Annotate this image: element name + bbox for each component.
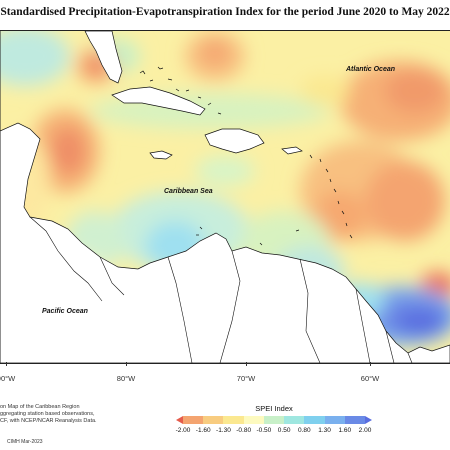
spei-legend: SPEI Index -2.00 -1.60 -1.30 -0.80 -0.50 0.50… (176, 404, 372, 437)
longitude-tick-90w: 90°W (0, 374, 16, 383)
legend-value-label: 0.50 (277, 427, 291, 434)
legend-value-label: 2.00 (358, 427, 372, 434)
legend-value-label: -1.60 (195, 427, 211, 434)
legend-swatch (243, 416, 264, 424)
tick-mark-2 (126, 362, 127, 366)
legend-swatch (263, 416, 285, 424)
legend-color-bar (176, 415, 372, 425)
puerto-rico-landmass (281, 146, 303, 155)
tick-mark-1 (6, 362, 7, 366)
longitude-tick-60w: 60°W (360, 374, 380, 383)
legend-value-label: -0.80 (236, 427, 252, 434)
country-borders (29, 216, 413, 363)
legend-value-label: -1.30 (216, 427, 231, 434)
credit-line-3: CF, with NCEP/NCAR Reanalysis Data. (0, 418, 97, 424)
longitude-tick-80w: 80°W (116, 374, 136, 383)
legend-swatch (183, 416, 204, 424)
legend-arrow-left (176, 416, 183, 424)
atlantic-ocean-label: Atlantic Ocean (346, 66, 396, 73)
caribbean-sea-label: Caribbean Sea (164, 188, 213, 195)
legend-value-label: -2.00 (175, 427, 191, 434)
land-masses (0, 31, 450, 363)
tick-mark-4 (370, 362, 371, 366)
mainland-landmass (0, 122, 450, 363)
spei-map-canvas (0, 31, 450, 363)
legend-title: SPEI Index (255, 404, 293, 413)
small-islands (139, 66, 353, 246)
florida-landmass (84, 31, 123, 84)
legend-swatch (344, 416, 365, 424)
pacific-ocean-label: Pacific Ocean (42, 308, 88, 315)
credit-line-2: ggregating station based observations, (0, 411, 95, 417)
hispaniola-landmass (204, 128, 265, 154)
legend-arrow-right (365, 416, 372, 424)
legend-swatch (284, 416, 305, 424)
legend-swatch (304, 416, 325, 424)
tick-mark-3 (246, 362, 247, 366)
legend-swatch (223, 416, 244, 424)
legend-value-label: 0.80 (298, 427, 311, 434)
cuba-landmass (111, 86, 206, 116)
legend-value-label: 1.30 (318, 427, 331, 434)
footer-date: CIMH Mar-2023 (7, 439, 43, 445)
jamaica-landmass (149, 150, 173, 160)
legend-swatch (324, 416, 345, 424)
legend-value-label: -0.50 (256, 427, 272, 434)
legend-swatch (203, 416, 224, 424)
map-title: Standardised Precipitation-Evapotranspir… (0, 6, 450, 18)
spei-map (0, 30, 450, 364)
legend-labels: -2.00 -1.60 -1.30 -0.80 -0.50 0.50 0.80 1.30 1.6… (176, 427, 372, 437)
credit-line-1: on Map of the Caribbean Region (0, 404, 80, 410)
longitude-tick-70w: 70°W (236, 374, 256, 383)
data-credits: on Map of the Caribbean Region ggregatin… (0, 404, 120, 425)
legend-value-label: 1.60 (338, 427, 352, 434)
